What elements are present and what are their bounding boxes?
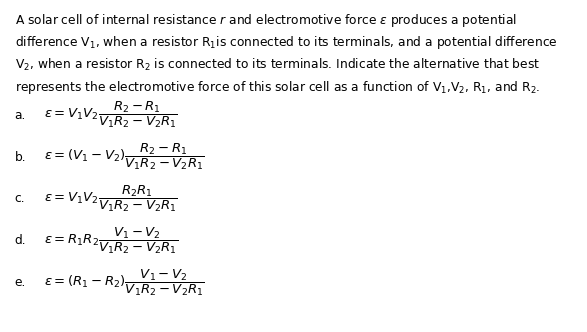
Text: b.: b. <box>15 150 26 164</box>
Text: $\epsilon = R_1 R_2 \dfrac{V_1-V_2}{V_1 R_2-V_2 R_1}$: $\epsilon = R_1 R_2 \dfrac{V_1-V_2}{V_1 … <box>44 225 178 256</box>
Text: $\epsilon = (R_1 - R_2)\dfrac{V_1-V_2}{V_1 R_2-V_2 R_1}$: $\epsilon = (R_1 - R_2)\dfrac{V_1-V_2}{V… <box>44 267 205 298</box>
Text: d.: d. <box>15 234 26 247</box>
Text: A solar cell of internal resistance $r$ and electromotive force $\epsilon$ produ: A solar cell of internal resistance $r$ … <box>15 12 517 29</box>
Text: $\epsilon = V_1 V_2 \dfrac{R_2-R_1}{V_1 R_2-V_2 R_1}$: $\epsilon = V_1 V_2 \dfrac{R_2-R_1}{V_1 … <box>44 100 178 130</box>
Text: represents the electromotive force of this solar cell as a function of V$_1$,V$_: represents the electromotive force of th… <box>15 79 540 96</box>
Text: c.: c. <box>15 192 25 206</box>
Text: a.: a. <box>15 109 26 122</box>
Text: difference V$_1$, when a resistor R$_1$is connected to its terminals, and a pote: difference V$_1$, when a resistor R$_1$i… <box>15 34 558 51</box>
Text: $\epsilon = (V_1 - V_2)\dfrac{R_2-R_1}{V_1 R_2-V_2 R_1}$: $\epsilon = (V_1 - V_2)\dfrac{R_2-R_1}{V… <box>44 142 204 172</box>
Text: $\epsilon = V_1 V_2 \dfrac{R_2 R_1}{V_1 R_2-V_2 R_1}$: $\epsilon = V_1 V_2 \dfrac{R_2 R_1}{V_1 … <box>44 184 178 214</box>
Text: V$_2$, when a resistor R$_2$ is connected to its terminals. Indicate the alterna: V$_2$, when a resistor R$_2$ is connecte… <box>15 57 540 73</box>
Text: e.: e. <box>15 276 26 289</box>
